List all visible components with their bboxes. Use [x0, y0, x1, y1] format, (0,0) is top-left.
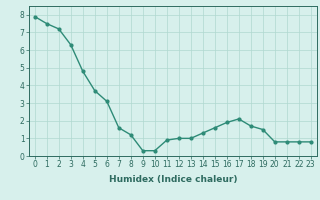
X-axis label: Humidex (Indice chaleur): Humidex (Indice chaleur) — [108, 175, 237, 184]
